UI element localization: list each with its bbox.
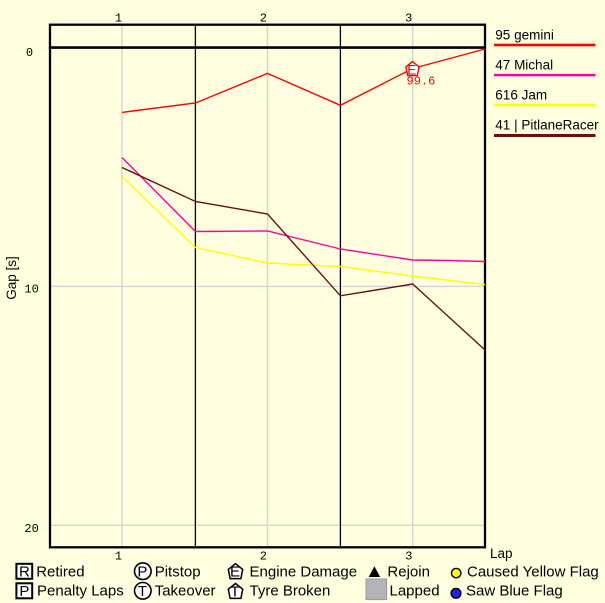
svg-text:10: 10	[24, 283, 38, 297]
svg-text:616 Jam: 616 Jam	[495, 88, 547, 103]
svg-text:47 Michal: 47 Michal	[495, 58, 553, 73]
svg-text:R: R	[19, 564, 30, 581]
svg-text:0: 0	[26, 46, 33, 60]
svg-text:Takeover: Takeover	[155, 582, 216, 599]
svg-text:Caused Yellow Flag: Caused Yellow Flag	[467, 564, 599, 581]
svg-text:Saw Blue Flag: Saw Blue Flag	[466, 582, 563, 599]
svg-text:Pitstop: Pitstop	[155, 564, 201, 581]
svg-text:Tyre Broken: Tyre Broken	[250, 582, 331, 599]
svg-text:41 | PitlaneRacer: 41 | PitlaneRacer	[495, 118, 599, 133]
svg-text:E: E	[230, 564, 240, 581]
svg-text:Retired: Retired	[36, 564, 84, 581]
svg-text:99.6: 99.6	[407, 75, 436, 89]
svg-text:20: 20	[24, 522, 38, 536]
svg-text:Lap: Lap	[490, 546, 513, 561]
svg-text:1: 1	[115, 12, 122, 26]
svg-text:Penalty Laps: Penalty Laps	[37, 582, 124, 599]
svg-text:T: T	[138, 583, 147, 600]
svg-text:2: 2	[260, 550, 267, 564]
svg-text:P: P	[19, 583, 29, 600]
svg-text:2: 2	[260, 12, 267, 26]
svg-text:E: E	[407, 62, 416, 77]
svg-text:3: 3	[405, 12, 412, 26]
svg-text:Gap [s]: Gap [s]	[4, 256, 19, 300]
svg-text:1: 1	[115, 550, 122, 564]
svg-text:Rejoin: Rejoin	[387, 564, 430, 581]
svg-text:Lapped: Lapped	[390, 582, 440, 599]
svg-text:3: 3	[405, 550, 412, 564]
svg-text:95 gemini: 95 gemini	[495, 28, 554, 43]
svg-text:Engine Damage: Engine Damage	[250, 564, 358, 581]
svg-text:T: T	[230, 583, 239, 600]
svg-text:P: P	[137, 563, 147, 580]
